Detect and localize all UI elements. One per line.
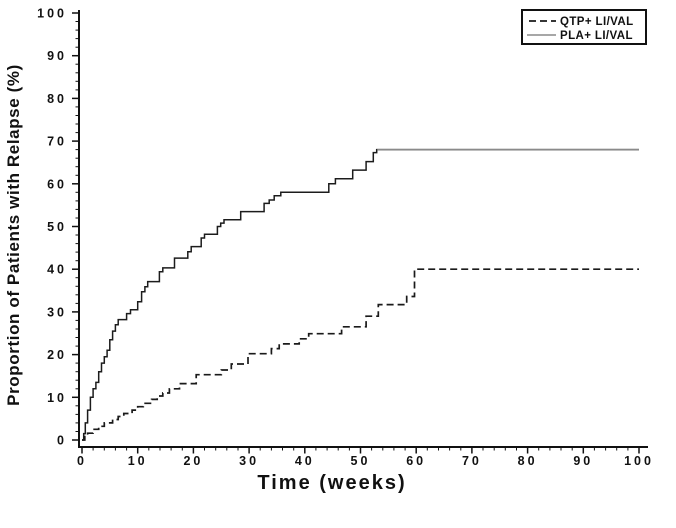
y-tick-label: 30 (47, 305, 67, 319)
y-tick-label: 0 (57, 434, 67, 448)
x-tick-label: 10 (128, 454, 148, 468)
axes-and-curves: 0 10 20 30 40 50 60 70 80 90 100 0 10 20 30 40 50 60 70 80 9… (37, 7, 654, 469)
legend-box (521, 9, 647, 45)
legend-qtp-label: QTP+ LI/VAL (560, 16, 634, 28)
x-tick-label: 80 (518, 454, 538, 468)
y-tick-label: 60 (47, 177, 67, 191)
x-tick-label: 30 (239, 454, 259, 468)
y-tick-label: 40 (47, 263, 67, 277)
x-tick-label: 100 (624, 454, 654, 468)
qtp-curve (82, 268, 639, 441)
legend-pla-label: PLA+ LI/VAL (560, 30, 633, 42)
x-axis-title: Time (weeks) (257, 472, 406, 494)
y-axis-title: Proportion of Patients with Relapse (%) (4, 64, 23, 406)
x-tick-label: 60 (406, 454, 426, 468)
x-tick-label: 90 (573, 454, 593, 468)
y-tick-label: 90 (47, 49, 67, 63)
y-tick-label: 100 (37, 7, 67, 21)
y-tick-label: 10 (47, 391, 67, 405)
axis-frame (78, 10, 648, 448)
legend: QTP+ LI/VAL PLA+ LI/VAL (521, 9, 647, 45)
x-tick-label: 70 (462, 454, 482, 468)
x-tick-label: 40 (295, 454, 315, 468)
y-tick-label: 80 (47, 92, 67, 106)
y-tick-label: 70 (47, 135, 67, 149)
x-tick-label: 50 (351, 454, 371, 468)
y-tick-label: 50 (47, 220, 67, 234)
x-tick-label: 0 (77, 454, 87, 468)
x-tick-label: 20 (183, 454, 203, 468)
pla-curve (82, 148, 639, 441)
y-tick-label: 20 (47, 348, 67, 362)
